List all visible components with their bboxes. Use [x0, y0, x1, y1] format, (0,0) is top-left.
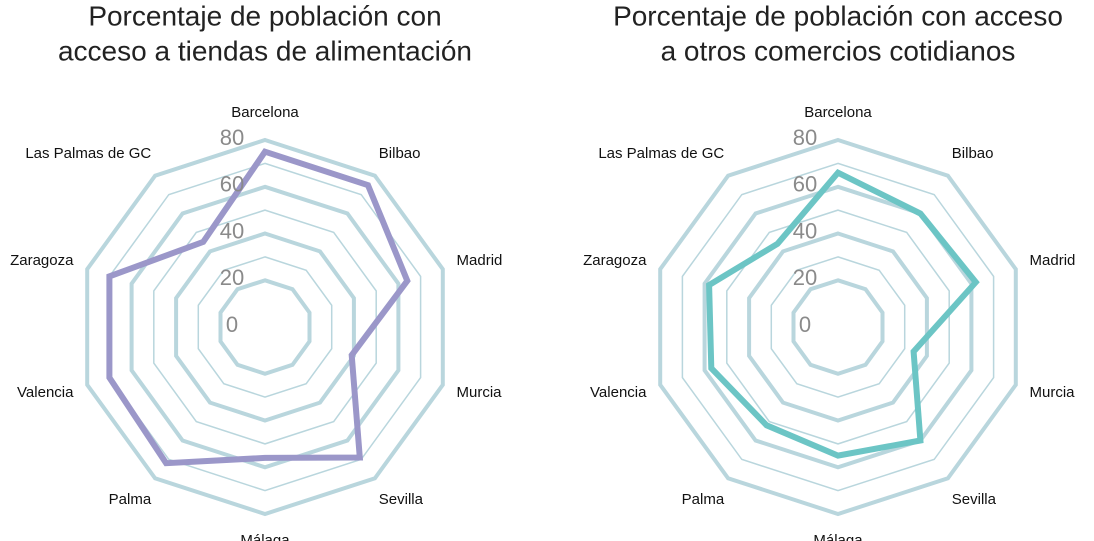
category-label: Bilbao: [379, 145, 421, 162]
category-label: Palma: [109, 491, 152, 508]
tick-label: 40: [793, 218, 817, 243]
category-label: Las Palmas de GC: [25, 145, 151, 162]
category-label: Madrid: [1030, 252, 1076, 269]
tick-label: 60: [220, 172, 244, 197]
radar-chart: Porcentaje de población con acceso a otro…: [583, 0, 1075, 541]
chart-title: Porcentaje de población con: [88, 0, 441, 31]
tick-label: 0: [799, 312, 811, 337]
category-label: Palma: [682, 491, 725, 508]
category-label: Bilbao: [952, 145, 994, 162]
minor-grid-ring: [108, 162, 422, 492]
category-label: Murcia: [1030, 384, 1076, 401]
chart-title: a otros comercios cotidianos: [661, 35, 1016, 66]
tick-label: 20: [220, 265, 244, 290]
category-label: Valencia: [17, 384, 74, 401]
minor-grid-ring: [197, 256, 333, 398]
category-label: Sevilla: [952, 491, 997, 508]
category-label: Barcelona: [804, 104, 872, 121]
category-label: Barcelona: [231, 104, 299, 121]
tick-label: 80: [793, 125, 817, 150]
category-label: Zaragoza: [583, 252, 647, 269]
grid-ring: [658, 137, 1018, 517]
tick-label: 80: [220, 125, 244, 150]
grid-ring: [218, 278, 312, 376]
tick-label: 40: [220, 218, 244, 243]
tick-label: 60: [793, 172, 817, 197]
category-label: Málaga: [813, 532, 863, 541]
category-label: Málaga: [240, 532, 290, 541]
radar-chart: Porcentaje de población con acceso a tien…: [10, 0, 502, 541]
tick-label: 20: [793, 265, 817, 290]
grid-ring: [747, 231, 929, 423]
category-label: Zaragoza: [10, 252, 74, 269]
category-label: Sevilla: [379, 491, 424, 508]
grid-ring: [85, 137, 445, 517]
tick-label: 0: [226, 312, 238, 337]
grid-ring: [174, 231, 356, 423]
chart-title: Porcentaje de población con acceso: [613, 0, 1063, 31]
minor-grid-ring: [153, 209, 377, 445]
minor-grid-ring: [726, 209, 950, 445]
chart-title: acceso a tiendas de alimentación: [58, 35, 472, 66]
category-label: Valencia: [590, 384, 647, 401]
category-label: Murcia: [457, 384, 503, 401]
minor-grid-ring: [681, 162, 995, 492]
data-line: [706, 168, 980, 459]
grid-ring: [791, 278, 885, 376]
minor-grid-ring: [770, 256, 906, 398]
data-line: [106, 148, 411, 467]
category-label: Las Palmas de GC: [598, 145, 724, 162]
category-label: Madrid: [457, 252, 503, 269]
